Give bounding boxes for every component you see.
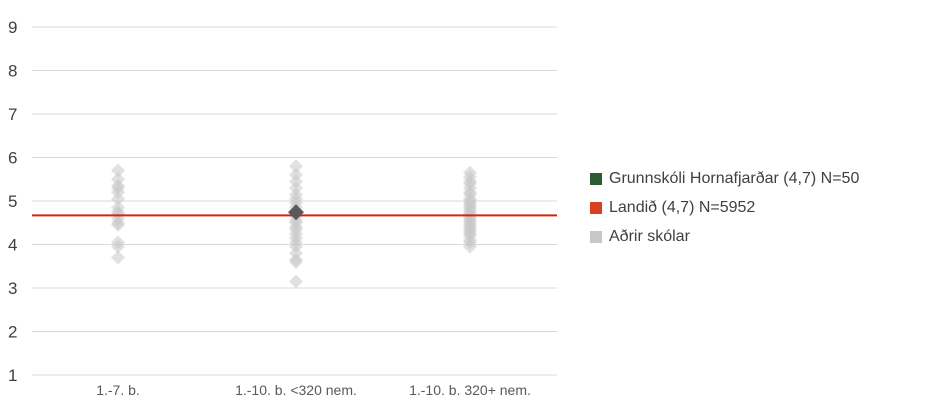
legend-swatch-national: [590, 202, 602, 214]
x-tick-label: 1.-7. b.: [96, 382, 140, 398]
y-tick-label: 3: [8, 279, 17, 298]
y-tick-label: 6: [8, 149, 17, 168]
y-tick-label: 4: [8, 236, 17, 255]
legend-label-other-schools: Aðrir skólar: [609, 228, 690, 246]
legend-swatch-school: [590, 173, 602, 185]
legend: Grunnskóli Hornafjarðar (4,7) N=50 Landi…: [590, 166, 859, 253]
x-tick-label: 1.-10. b. 320+ nem.: [409, 382, 531, 398]
other-schools-points: [111, 159, 477, 288]
legend-item-national[interactable]: Landið (4,7) N=5952: [590, 195, 859, 220]
y-tick-label: 1: [8, 366, 17, 385]
x-axis-ticks: 1.-7. b. 1.-10. b. <320 nem. 1.-10. b. 320…: [96, 382, 531, 398]
y-tick-label: 8: [8, 62, 17, 81]
y-tick-label: 7: [8, 105, 17, 124]
legend-label-national: Landið (4,7) N=5952: [609, 199, 755, 217]
y-tick-label: 2: [8, 323, 17, 342]
other-school-point: [289, 255, 303, 269]
other-school-point: [289, 274, 303, 288]
legend-item-other-schools[interactable]: Aðrir skólar: [590, 224, 859, 249]
other-school-point: [111, 251, 125, 265]
legend-swatch-other-schools: [590, 231, 602, 243]
legend-label-school: Grunnskóli Hornafjarðar (4,7) N=50: [609, 170, 859, 188]
legend-item-school[interactable]: Grunnskóli Hornafjarðar (4,7) N=50: [590, 166, 859, 191]
y-tick-label: 5: [8, 192, 17, 211]
x-tick-label: 1.-10. b. <320 nem.: [235, 382, 357, 398]
y-tick-label: 9: [8, 18, 17, 37]
y-axis-ticks: 1 2 3 4 5 6 7 8 9: [8, 18, 17, 385]
